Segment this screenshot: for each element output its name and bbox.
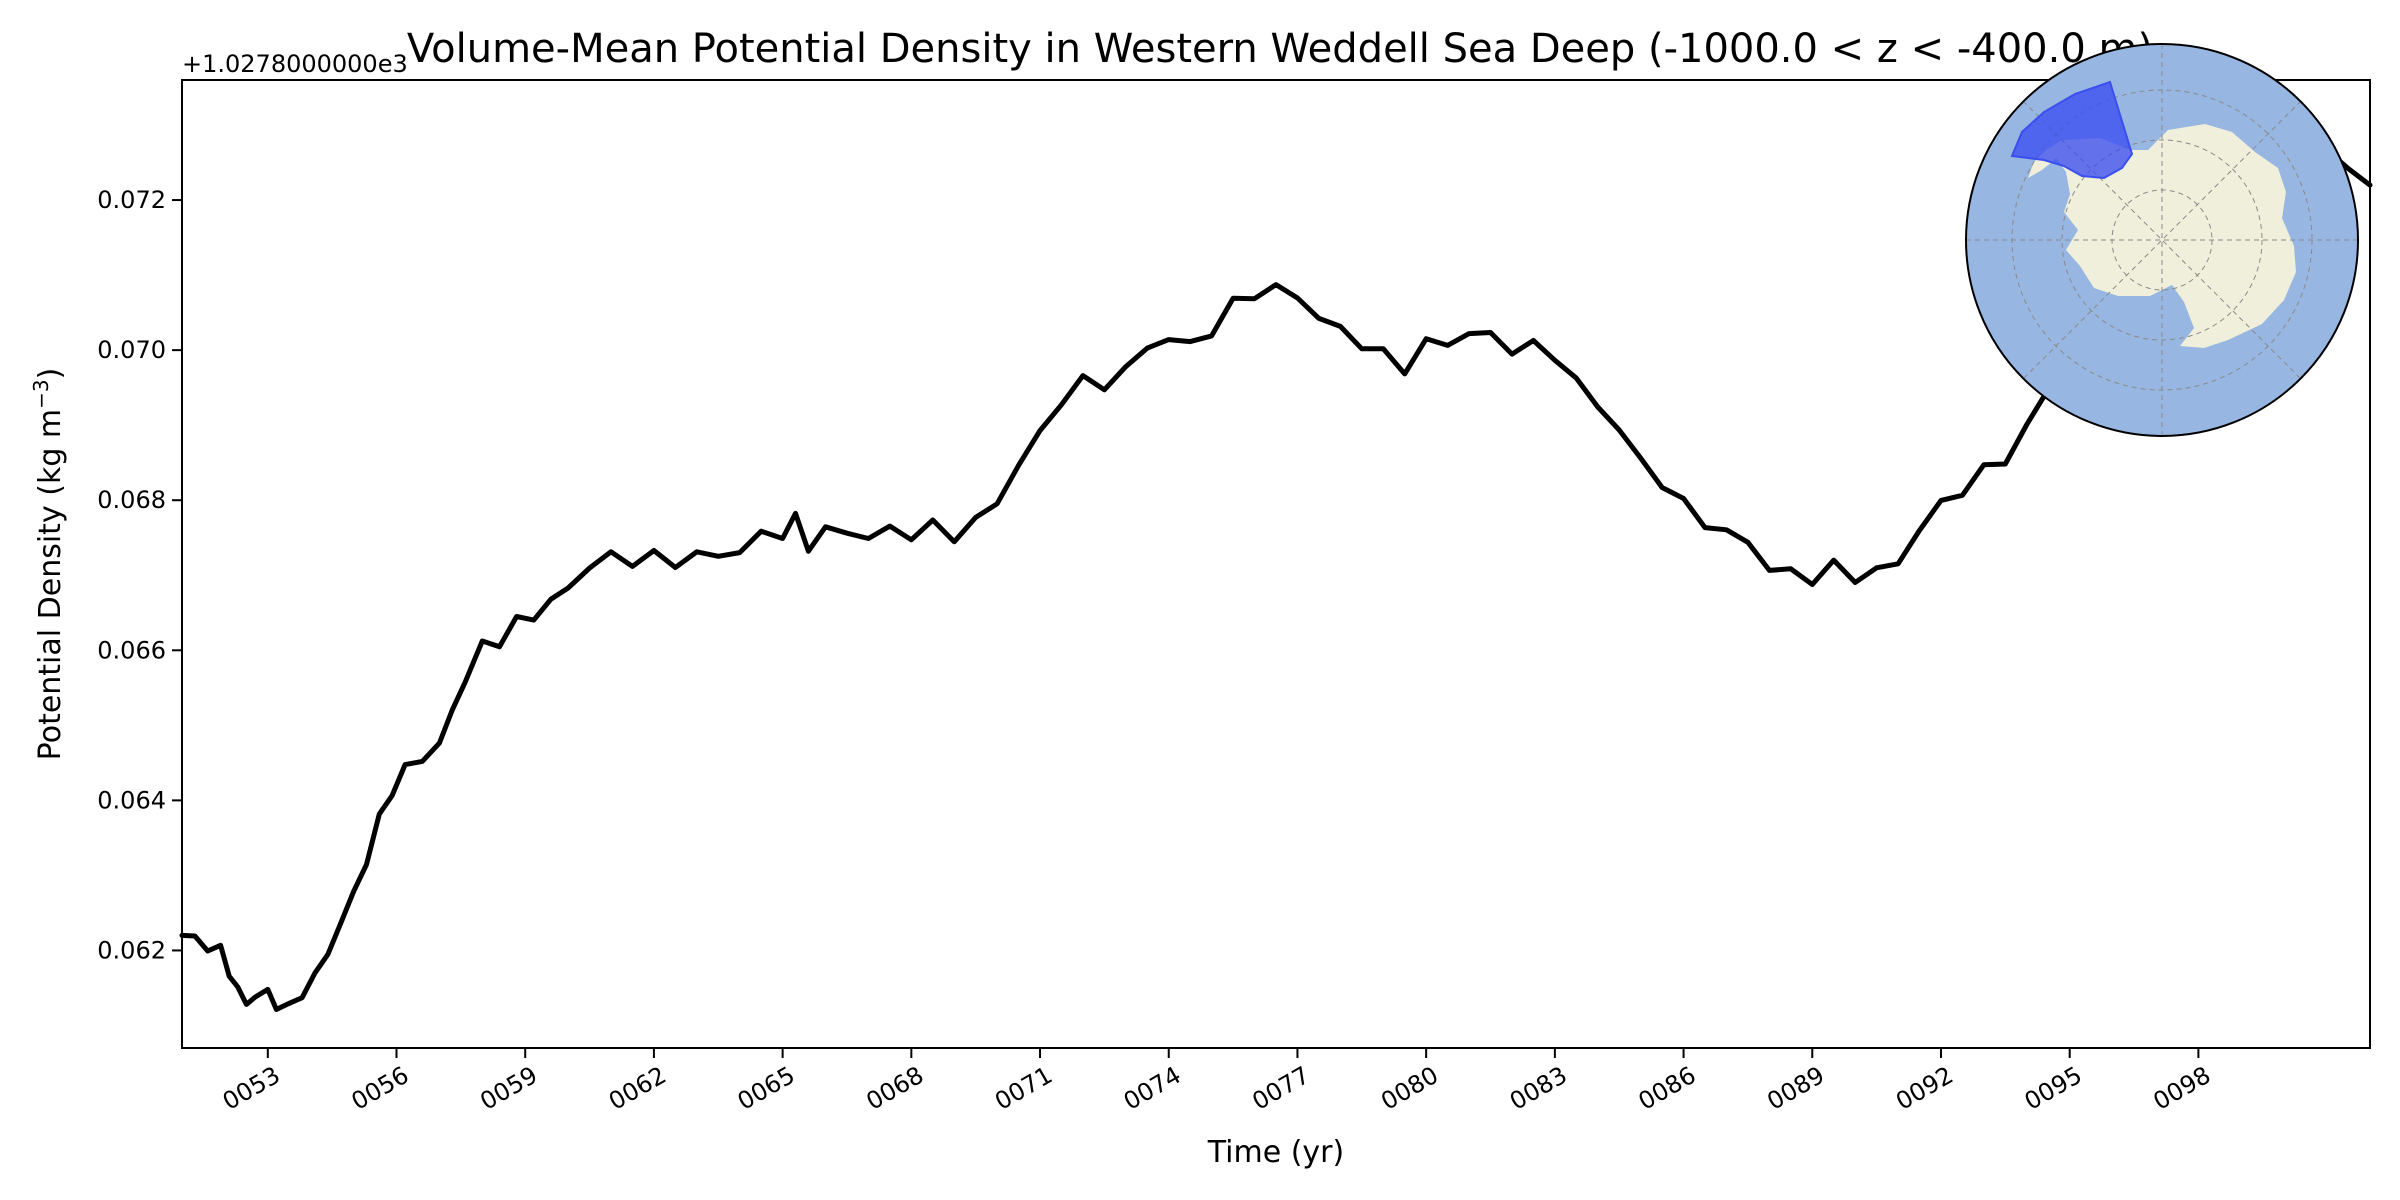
y-tick-label: 0.070	[97, 336, 166, 364]
x-tick-label: 0062	[604, 1061, 671, 1116]
chart-title: Volume-Mean Potential Density in Western…	[407, 26, 2153, 72]
y-axis-label-suffix: )	[33, 368, 68, 380]
x-tick-label: 0074	[1119, 1061, 1186, 1116]
plot-frame	[181, 79, 2371, 1049]
x-tick-label: 0056	[347, 1061, 414, 1116]
x-tick-label: 0092	[1891, 1061, 1958, 1116]
x-tick-label: 0077	[1248, 1061, 1315, 1116]
y-tick-label: 0.062	[97, 936, 166, 964]
y-tick-label: 0.064	[97, 786, 166, 814]
x-tick-label: 0065	[733, 1061, 800, 1116]
y-axis-label-exponent: −3	[29, 379, 53, 408]
x-tick-label: 0086	[1634, 1061, 1701, 1116]
x-tick-label: 0080	[1376, 1061, 1443, 1116]
y-tick-label: 0.066	[97, 636, 166, 664]
series-line	[179, 124, 2373, 1012]
plot-area	[179, 124, 2373, 1012]
y-tick-label: 0.068	[97, 486, 166, 514]
x-tick-label: 0071	[990, 1061, 1057, 1116]
inset-map	[1965, 43, 2359, 437]
x-axis-label: Time (yr)	[1207, 1135, 1344, 1170]
y-tick-label: 0.072	[97, 186, 166, 214]
x-tick-label: 0089	[1762, 1061, 1829, 1116]
x-tick-label: 0098	[2148, 1061, 2215, 1116]
x-tick-label: 0083	[1505, 1061, 1572, 1116]
x-tick-label: 0053	[218, 1061, 285, 1116]
axis-ticks: 0053 0056 0059 0062 0065 0068 0071 0074 0077 0080…	[97, 186, 2215, 1116]
western-weddell-region	[2010, 80, 2134, 180]
y-axis-label: Potential Density (kg m−3)	[29, 368, 68, 761]
y-axis-label-main: Potential Density (kg m	[33, 409, 68, 760]
x-tick-label: 0095	[2020, 1061, 2087, 1116]
x-tick-label: 0059	[475, 1061, 542, 1116]
y-offset-text: +1.0278000000e3	[182, 50, 408, 78]
x-tick-label: 0068	[861, 1061, 928, 1116]
inset-border	[1965, 43, 2359, 437]
antarctica-landmass	[2056, 124, 2296, 348]
